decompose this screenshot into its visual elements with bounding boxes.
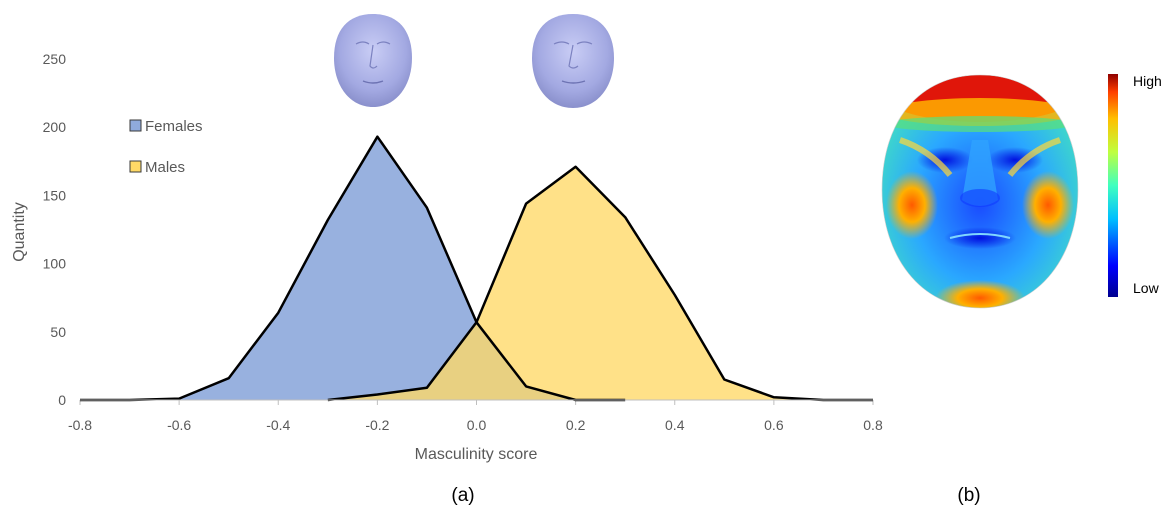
series-area-males — [327, 166, 873, 400]
x-tick-label: 0.4 — [665, 417, 685, 433]
x-tick-label: 0.2 — [566, 417, 586, 433]
y-tick-label: 200 — [43, 119, 67, 135]
x-axis-title: Masculinity score — [415, 446, 538, 463]
masculinity-heatmap-face: High Low (b) — [881, 73, 1162, 506]
x-tick-label: 0.8 — [863, 417, 883, 433]
distribution-chart: 0 50 100 150 200 250 -0.8 -0.6 -0.4 -0.2 0.0 0.2 0.… — [11, 14, 883, 506]
x-tick-label: -0.8 — [68, 417, 92, 433]
legend-swatch-males — [129, 160, 142, 173]
x-tick-label: -0.2 — [365, 417, 389, 433]
legend-label-males: Males — [145, 159, 185, 176]
series-areas — [80, 135, 873, 402]
y-tick-label: 0 — [58, 392, 66, 408]
y-tick-label: 250 — [43, 51, 67, 67]
series-area-females — [80, 136, 626, 400]
x-tick-label: -0.6 — [167, 417, 191, 433]
y-axis-title: Quantity — [11, 202, 28, 262]
average-female-face-image — [334, 14, 412, 107]
legend-label-females: Females — [145, 118, 203, 135]
colorbar-high-label: High — [1133, 73, 1162, 89]
x-tick-label: -0.4 — [266, 417, 290, 433]
colorbar-low-label: Low — [1133, 280, 1160, 296]
panel-label-b: (b) — [957, 485, 980, 506]
colorbar — [1108, 74, 1118, 297]
x-tick-label: 0.0 — [467, 417, 487, 433]
panel-label-a: (a) — [451, 485, 474, 506]
y-tick-label: 100 — [43, 256, 67, 272]
x-tick-label: 0.6 — [764, 417, 784, 433]
y-axis: 0 50 100 150 200 250 — [43, 51, 67, 408]
average-male-face-image — [532, 14, 614, 108]
series-line-males — [327, 165, 873, 402]
y-tick-label: 50 — [50, 324, 66, 340]
legend: Females Males — [129, 118, 203, 176]
legend-swatch-females — [129, 119, 142, 132]
y-tick-label: 150 — [43, 187, 67, 203]
x-axis: -0.8 -0.6 -0.4 -0.2 0.0 0.2 0.4 0.6 0.8 — [68, 400, 883, 433]
series-line-females — [80, 135, 626, 402]
